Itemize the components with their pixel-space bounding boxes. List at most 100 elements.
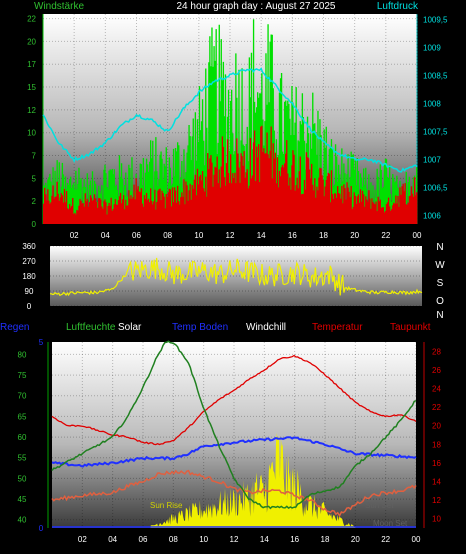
x-tick-label-bottom: 04: [108, 535, 117, 544]
chart-title: 24 hour graph day : August 27 2025: [176, 1, 335, 12]
y-left-tick-label: 15: [27, 83, 36, 92]
rain-tick-label: 0: [39, 524, 44, 533]
dir-label-n-top: N: [436, 242, 443, 253]
x-tick-label: 16: [288, 231, 297, 240]
wind-pressure-series: [42, 19, 418, 224]
y-right-tick-label: 1006,5: [423, 184, 448, 193]
temp-tick-label: 12: [432, 496, 441, 505]
luftdruck-label: Luftdruck: [377, 1, 419, 12]
x-tick-label: 14: [257, 231, 266, 240]
x-tick-label-bottom: 16: [290, 535, 299, 544]
dir-label-n-bottom: N: [436, 310, 443, 321]
axis-ticks: 025710121517202210061006,510071007,51008…: [18, 15, 448, 544]
dir-tick-label: 360: [22, 242, 36, 251]
x-tick-label: 18: [319, 231, 328, 240]
x-tick-label: 06: [132, 231, 141, 240]
x-tick-label-bottom: 18: [321, 535, 330, 544]
humidity-tick-label: 65: [18, 412, 27, 421]
y-left-tick-label: 12: [27, 106, 36, 115]
y-right-tick-label: 1009: [423, 44, 441, 53]
annotation-moon-set: Moon Set: [373, 519, 408, 528]
dir-label-s: S: [437, 278, 444, 289]
dir-tick-label: 180: [22, 272, 36, 281]
y-right-tick-label: 1008: [423, 100, 441, 109]
temp-tick-label: 22: [432, 403, 441, 412]
y-left-tick-label: 7: [32, 152, 37, 161]
wind-direction-plot-area: [50, 246, 422, 306]
x-tick-label: 20: [350, 231, 359, 240]
temp-tick-label: 10: [432, 515, 441, 524]
temp-tick-label: 16: [432, 459, 441, 468]
annotation-sun-rise: Sun Rise: [150, 501, 183, 510]
humidity-tick-label: 80: [18, 350, 27, 359]
humidity-tick-label: 45: [18, 495, 27, 504]
x-tick-label: 10: [194, 231, 203, 240]
x-tick-label-bottom: 10: [199, 535, 208, 544]
humidity-tick-label: 60: [18, 433, 27, 442]
y-left-tick-label: 5: [32, 174, 37, 183]
series-dewpoint: [51, 469, 417, 518]
temp-tick-label: 24: [432, 385, 441, 394]
legend-taupunkt: Taupunkt: [390, 322, 431, 333]
x-tick-label: 02: [70, 231, 79, 240]
x-tick-label: 12: [226, 231, 235, 240]
temp-tick-label: 26: [432, 366, 441, 375]
x-tick-label: 04: [101, 231, 110, 240]
rain-tick-label: 5: [39, 338, 44, 347]
series-wind-direction: [49, 257, 423, 297]
y-left-tick-label: 17: [27, 60, 36, 69]
legend-temp-boden: Temp Boden: [172, 322, 228, 333]
temp-tick-label: 14: [432, 478, 441, 487]
series-average: [43, 125, 418, 224]
x-tick-label-bottom: 00: [412, 535, 421, 544]
dir-tick-label: 270: [22, 257, 36, 266]
dir-tick-label: 0: [27, 302, 32, 311]
humidity-tick-label: 50: [18, 474, 27, 483]
y-left-tick-label: 22: [27, 15, 36, 24]
humidity-tick-label: 40: [18, 516, 27, 525]
y-right-tick-label: 1006: [423, 212, 441, 221]
series-gust: [43, 19, 418, 224]
x-tick-label: 22: [381, 231, 390, 240]
y-left-tick-label: 10: [27, 129, 36, 138]
wind-direction-series: [49, 257, 423, 297]
legend-temperatur: Temperatur: [312, 322, 363, 333]
x-tick-label: 08: [163, 231, 172, 240]
x-tick-label-bottom: 06: [139, 535, 148, 544]
y-left-tick-label: 20: [27, 37, 36, 46]
windstarke-label: Windstärke: [34, 1, 84, 12]
series-pressure: [42, 67, 418, 173]
climate-series: [51, 340, 417, 528]
legend-regen: Regen: [0, 322, 29, 333]
humidity-tick-label: 70: [18, 392, 27, 401]
temp-tick-label: 18: [432, 440, 441, 449]
temp-tick-label: 20: [432, 422, 441, 431]
x-tick-label-bottom: 02: [78, 535, 87, 544]
series-soil-temp: [51, 436, 417, 468]
x-tick-label-bottom: 08: [169, 535, 178, 544]
humidity-tick-label: 55: [18, 454, 27, 463]
x-tick-label: 00: [413, 231, 422, 240]
x-tick-label-bottom: 22: [381, 535, 390, 544]
y-right-tick-label: 1008,5: [423, 72, 448, 81]
y-right-tick-label: 1009,5: [423, 16, 448, 25]
series-solar: [150, 432, 356, 528]
dir-label-w: W: [435, 260, 445, 271]
x-tick-label-bottom: 12: [230, 535, 239, 544]
x-tick-label-bottom: 20: [351, 535, 360, 544]
dir-tick-label: 90: [25, 287, 34, 296]
legend-solar: Solar: [118, 322, 142, 333]
y-right-tick-label: 1007,5: [423, 128, 448, 137]
y-left-tick-label: 0: [32, 220, 37, 229]
series-humidity: [51, 340, 417, 510]
temp-tick-label: 28: [432, 347, 441, 356]
dir-label-o: O: [436, 296, 444, 307]
annotation-sun-set: Sun Set: [365, 501, 394, 510]
y-left-tick-label: 2: [32, 197, 37, 206]
legend-luftfeuchte: Luftfeuchte: [66, 322, 116, 333]
y-right-tick-label: 1007: [423, 156, 441, 165]
x-tick-label-bottom: 14: [260, 535, 269, 544]
legend-windchill: Windchill: [246, 322, 286, 333]
humidity-tick-label: 75: [18, 371, 27, 380]
